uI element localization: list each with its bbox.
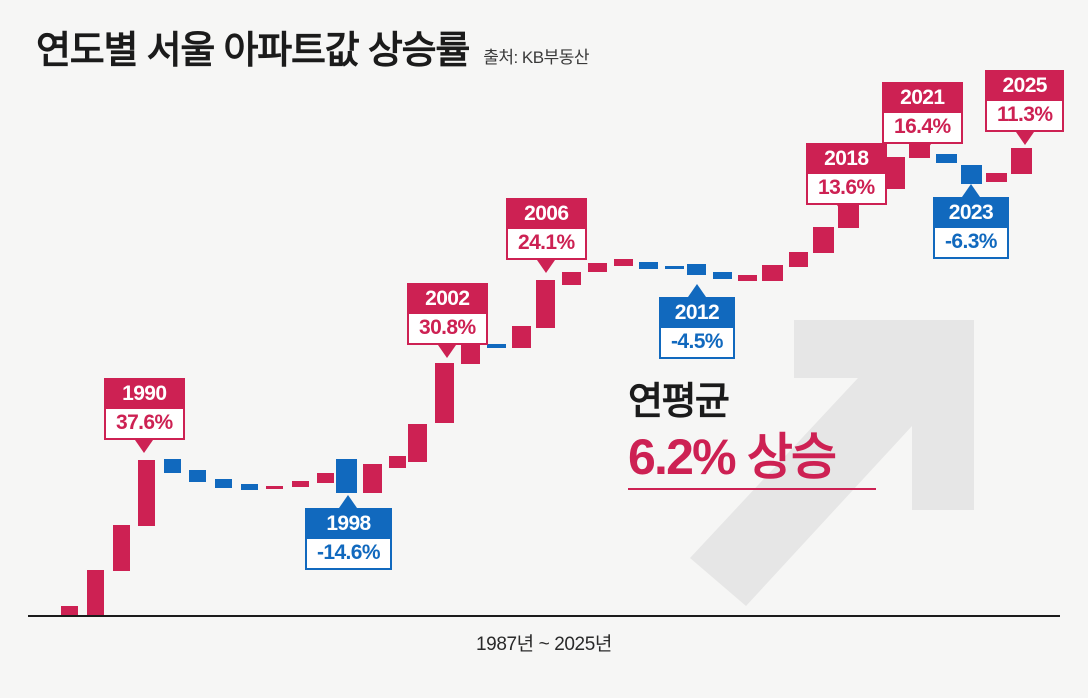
bar-2022[interactable]	[936, 154, 957, 163]
callout-value: -4.5%	[661, 328, 733, 358]
callout-value: 37.6%	[106, 409, 183, 439]
bar-2014[interactable]	[738, 275, 757, 281]
average-underline	[628, 487, 876, 490]
bar-2007[interactable]	[562, 272, 581, 285]
bar-2008[interactable]	[588, 263, 607, 272]
average-annotation: 연평균 6.2% 상승	[628, 383, 958, 490]
bar-2023[interactable]	[961, 165, 982, 184]
bar-2020[interactable]	[884, 157, 905, 189]
callout-value: -14.6%	[307, 539, 390, 569]
callout-2006[interactable]: 2006 24.1%	[506, 198, 587, 274]
callout-pointer-icon	[687, 284, 706, 297]
callout-box: 2021 16.4%	[882, 82, 963, 145]
average-label: 연평균	[628, 381, 730, 423]
source-label: 출처: KB부동산	[483, 48, 590, 67]
callout-value: 16.4%	[884, 113, 961, 143]
bar-2012[interactable]	[687, 264, 706, 275]
bar-1990[interactable]	[138, 460, 155, 526]
callout-pointer-icon	[961, 184, 980, 197]
axis-baseline	[28, 615, 1060, 617]
bar-1991[interactable]	[164, 459, 181, 473]
callout-2021[interactable]: 2021 16.4%	[882, 82, 963, 158]
bar-2000[interactable]	[389, 456, 406, 468]
bar-1994[interactable]	[241, 484, 258, 490]
bar-2025[interactable]	[1011, 148, 1032, 174]
callout-year: 1998	[326, 512, 371, 535]
callout-pointer-icon	[537, 260, 556, 274]
callout-year: 2023	[948, 201, 994, 224]
callout-box: 2012 -4.5%	[659, 297, 735, 360]
bar-2017[interactable]	[813, 227, 834, 253]
bar-2009[interactable]	[614, 259, 633, 266]
callout-pointer-icon	[913, 144, 932, 158]
callout-year: 2002	[425, 287, 470, 310]
callout-pointer-icon	[339, 495, 358, 508]
callout-year: 2025	[1002, 74, 1048, 97]
x-axis-range-label: 1987년 ~ 2025년	[476, 634, 612, 655]
bar-1989[interactable]	[113, 525, 130, 571]
bar-2024[interactable]	[986, 173, 1007, 182]
bar-2005[interactable]	[512, 326, 531, 348]
callout-box: 2025 11.3%	[985, 70, 1065, 133]
callout-value: 13.6%	[808, 174, 885, 204]
callout-value: 30.8%	[409, 314, 486, 344]
callout-pointer-icon	[837, 205, 856, 219]
bar-2010[interactable]	[639, 262, 658, 269]
callout-pointer-icon	[1015, 132, 1034, 146]
callout-2018[interactable]: 2018 13.6%	[806, 143, 887, 219]
chart-header: 연도별 서울 아파트값 상승률 출처: KB부동산	[36, 30, 590, 72]
callout-value: -6.3%	[935, 228, 1007, 258]
bar-1993[interactable]	[215, 479, 232, 488]
bar-2004[interactable]	[487, 344, 506, 348]
bar-2011[interactable]	[665, 266, 684, 269]
callout-box: 2018 13.6%	[806, 143, 887, 206]
callout-2012[interactable]: 2012 -4.5%	[659, 284, 735, 360]
bar-1992[interactable]	[189, 470, 206, 482]
average-value: 6.2% 상승	[628, 429, 837, 485]
bar-1999[interactable]	[363, 464, 382, 493]
bar-1988[interactable]	[87, 570, 104, 616]
bar-1995[interactable]	[266, 486, 283, 489]
callout-1990[interactable]: 1990 37.6%	[104, 378, 185, 454]
callout-pointer-icon	[135, 440, 154, 454]
callout-year: 2012	[674, 301, 720, 324]
bar-2003[interactable]	[461, 342, 480, 364]
callout-1998[interactable]: 1998 -14.6%	[305, 495, 392, 571]
callout-year: 1990	[122, 382, 167, 405]
page-title: 연도별 서울 아파트값 상승률	[36, 30, 470, 72]
callout-box: 1998 -14.6%	[305, 508, 392, 571]
callout-year: 2006	[524, 202, 569, 225]
bar-2001[interactable]	[408, 424, 427, 462]
bar-2013[interactable]	[713, 272, 732, 279]
bar-1997[interactable]	[317, 473, 334, 483]
callout-pointer-icon	[438, 345, 457, 359]
bar-2016[interactable]	[789, 252, 808, 267]
callout-box: 2002 30.8%	[407, 283, 488, 346]
callout-2023[interactable]: 2023 -6.3%	[933, 184, 1009, 260]
callout-value: 24.1%	[508, 229, 585, 259]
bar-1996[interactable]	[292, 481, 309, 487]
bar-1987[interactable]	[61, 606, 78, 617]
callout-year: 2018	[824, 147, 869, 170]
callout-year: 2021	[900, 86, 945, 109]
bar-2006[interactable]	[536, 280, 555, 328]
callout-box: 1990 37.6%	[104, 378, 185, 441]
bar-2002[interactable]	[435, 363, 454, 423]
bar-2015[interactable]	[762, 265, 783, 281]
callout-box: 2006 24.1%	[506, 198, 587, 261]
callout-2025[interactable]: 2025 11.3%	[985, 70, 1065, 146]
callout-box: 2023 -6.3%	[933, 197, 1009, 260]
callout-2002[interactable]: 2002 30.8%	[407, 283, 488, 359]
callout-value: 11.3%	[987, 101, 1063, 131]
bar-1998[interactable]	[336, 459, 357, 493]
